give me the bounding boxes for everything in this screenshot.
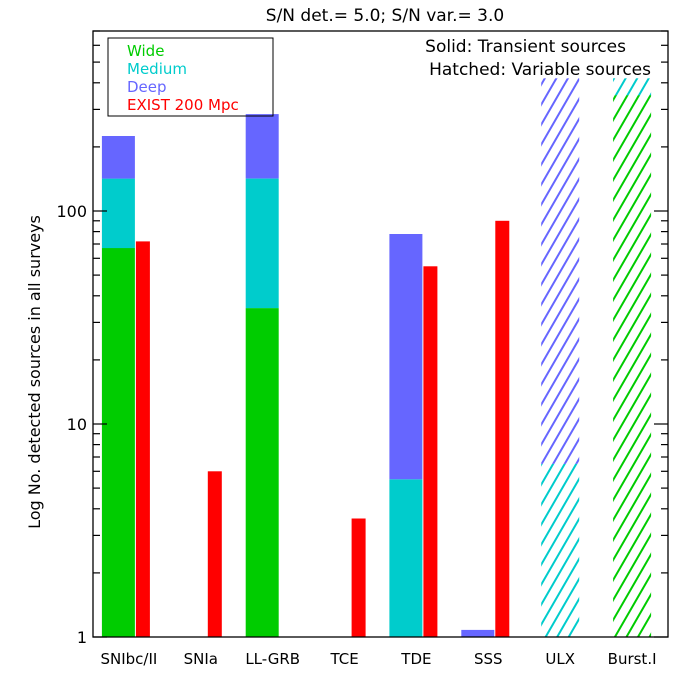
x-tick-label-tce: TCE bbox=[329, 650, 358, 668]
y-tick-label-100: 100 bbox=[56, 202, 87, 221]
legend-box bbox=[107, 37, 274, 117]
bar-burst-i-wide bbox=[613, 95, 652, 638]
x-tick-label-ll-grb: LL-GRB bbox=[245, 650, 300, 668]
plot-frame bbox=[92, 30, 669, 638]
bar-sss-deep bbox=[461, 629, 495, 637]
y-tick-label-1: 1 bbox=[77, 628, 87, 647]
y-axis-label: Log No. detected sources in all surveys bbox=[25, 215, 44, 529]
ticks-layer: 1 10 100 bbox=[56, 30, 668, 647]
bar-ulx-medium bbox=[541, 463, 580, 637]
legend-entry-wide: Wide bbox=[127, 42, 164, 60]
bar-tde-deep bbox=[389, 234, 423, 480]
bar-tce-exist bbox=[351, 518, 366, 637]
legend: Wide Medium Deep EXIST 200 Mpc bbox=[107, 37, 274, 117]
bar-snibc-ii-medium bbox=[101, 178, 135, 249]
bar-snibc-ii-exist bbox=[135, 241, 150, 637]
bar-snia-exist bbox=[207, 471, 222, 637]
legend-entry-medium: Medium bbox=[127, 60, 187, 78]
legend-entry-exist: EXIST 200 Mpc bbox=[127, 96, 239, 114]
bars-layer bbox=[101, 78, 652, 638]
bar-snibc-ii-deep bbox=[101, 136, 135, 179]
bar-ll-grb-wide bbox=[245, 308, 279, 637]
bar-burst-i-medium bbox=[613, 78, 652, 96]
legend-entry-deep: Deep bbox=[127, 78, 167, 96]
x-tick-label-sss: SSS bbox=[474, 650, 503, 668]
x-tick-label-tde: TDE bbox=[400, 650, 431, 668]
x-tick-label-ulx: ULX bbox=[545, 650, 575, 668]
annotation-solid: Solid: Transient sources bbox=[425, 37, 626, 57]
bar-ll-grb-deep bbox=[245, 114, 279, 179]
bar-ll-grb-medium bbox=[245, 178, 279, 309]
x-tick-labels: SNIbc/II SNIa LL-GRB TCE TDE SSS ULX Burst.I bbox=[100, 650, 656, 668]
x-tick-label-snibc-ii: SNIbc/II bbox=[100, 650, 157, 668]
bar-snibc-ii-wide bbox=[101, 248, 135, 637]
bar-tde-exist bbox=[423, 266, 438, 637]
bar-sss-exist bbox=[495, 220, 510, 638]
x-tick-label-snia: SNIa bbox=[184, 650, 218, 668]
bar-ulx-deep bbox=[541, 78, 580, 464]
annotation-hatched: Hatched: Variable sources bbox=[429, 60, 651, 80]
y-tick-label-10: 10 bbox=[67, 415, 87, 434]
bar-tde-medium bbox=[389, 479, 423, 637]
chart-title: S/N det.= 5.0; S/N var.= 3.0 bbox=[266, 6, 504, 26]
x-tick-label-burst-i: Burst.I bbox=[608, 650, 657, 668]
